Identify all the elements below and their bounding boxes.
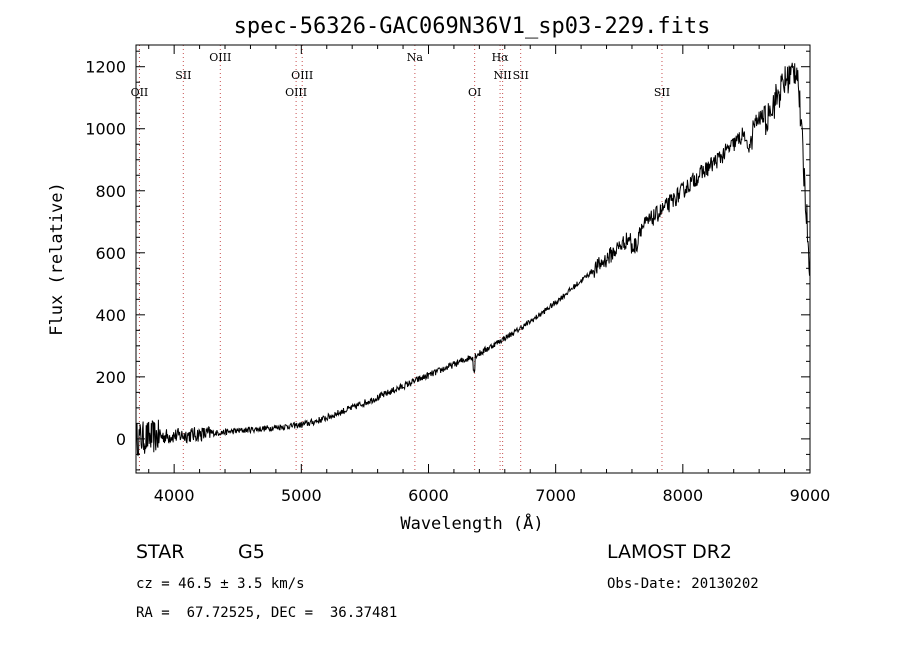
spectral-line-label: SII: [175, 69, 191, 82]
survey-name: LAMOST DR2: [607, 541, 732, 563]
spectral-line-label: SII: [654, 86, 670, 99]
y-axis-label: Flux (relative): [47, 182, 67, 336]
object-subclass: G5: [238, 541, 265, 563]
spectral-line-label: SII: [513, 69, 529, 82]
y-tick-label: 800: [95, 182, 126, 201]
x-tick-label: 9000: [790, 486, 831, 505]
spectral-line-label: OIII: [285, 86, 307, 99]
x-tick-label: 7000: [535, 486, 576, 505]
spectral-line-label: NII: [493, 69, 511, 82]
spectral-line-label: OIII: [209, 51, 231, 64]
object-type: STAR: [136, 541, 185, 563]
spectral-line-label: OI: [468, 86, 481, 99]
y-tick-label: 600: [95, 244, 126, 263]
x-tick-label: 6000: [408, 486, 449, 505]
x-tick-label: 4000: [154, 486, 195, 505]
redshift-velocity: cz = 46.5 ± 3.5 km/s: [136, 576, 305, 592]
spectral-line-label: OII: [131, 86, 149, 99]
y-tick-label: 1000: [85, 120, 126, 139]
spectral-line-label: OIII: [291, 69, 313, 82]
x-axis-label: Wavelength (Å): [400, 512, 543, 534]
y-tick-label: 1200: [85, 58, 126, 77]
y-tick-label: 200: [95, 368, 126, 387]
plot-frame: [135, 44, 811, 474]
spectrum-series-line: [135, 62, 811, 457]
chart-title: spec-56326-GAC069N36V1_sp03-229.fits: [234, 14, 711, 39]
ra-dec-coordinates: RA = 67.72525, DEC = 36.37481: [136, 605, 398, 621]
y-tick-label: 400: [95, 306, 126, 325]
axis-ticks: 4000 5000 6000 7000 8000 9000 0 200 400 600 800 100…: [85, 45, 830, 505]
y-tick-label: 0: [116, 430, 126, 449]
spectral-line-label: Hα: [492, 51, 510, 64]
x-tick-label: 8000: [662, 486, 703, 505]
spectral-line-label: Na: [407, 51, 424, 64]
x-tick-label: 5000: [281, 486, 322, 505]
observation-date: Obs-Date: 20130202: [607, 576, 759, 592]
